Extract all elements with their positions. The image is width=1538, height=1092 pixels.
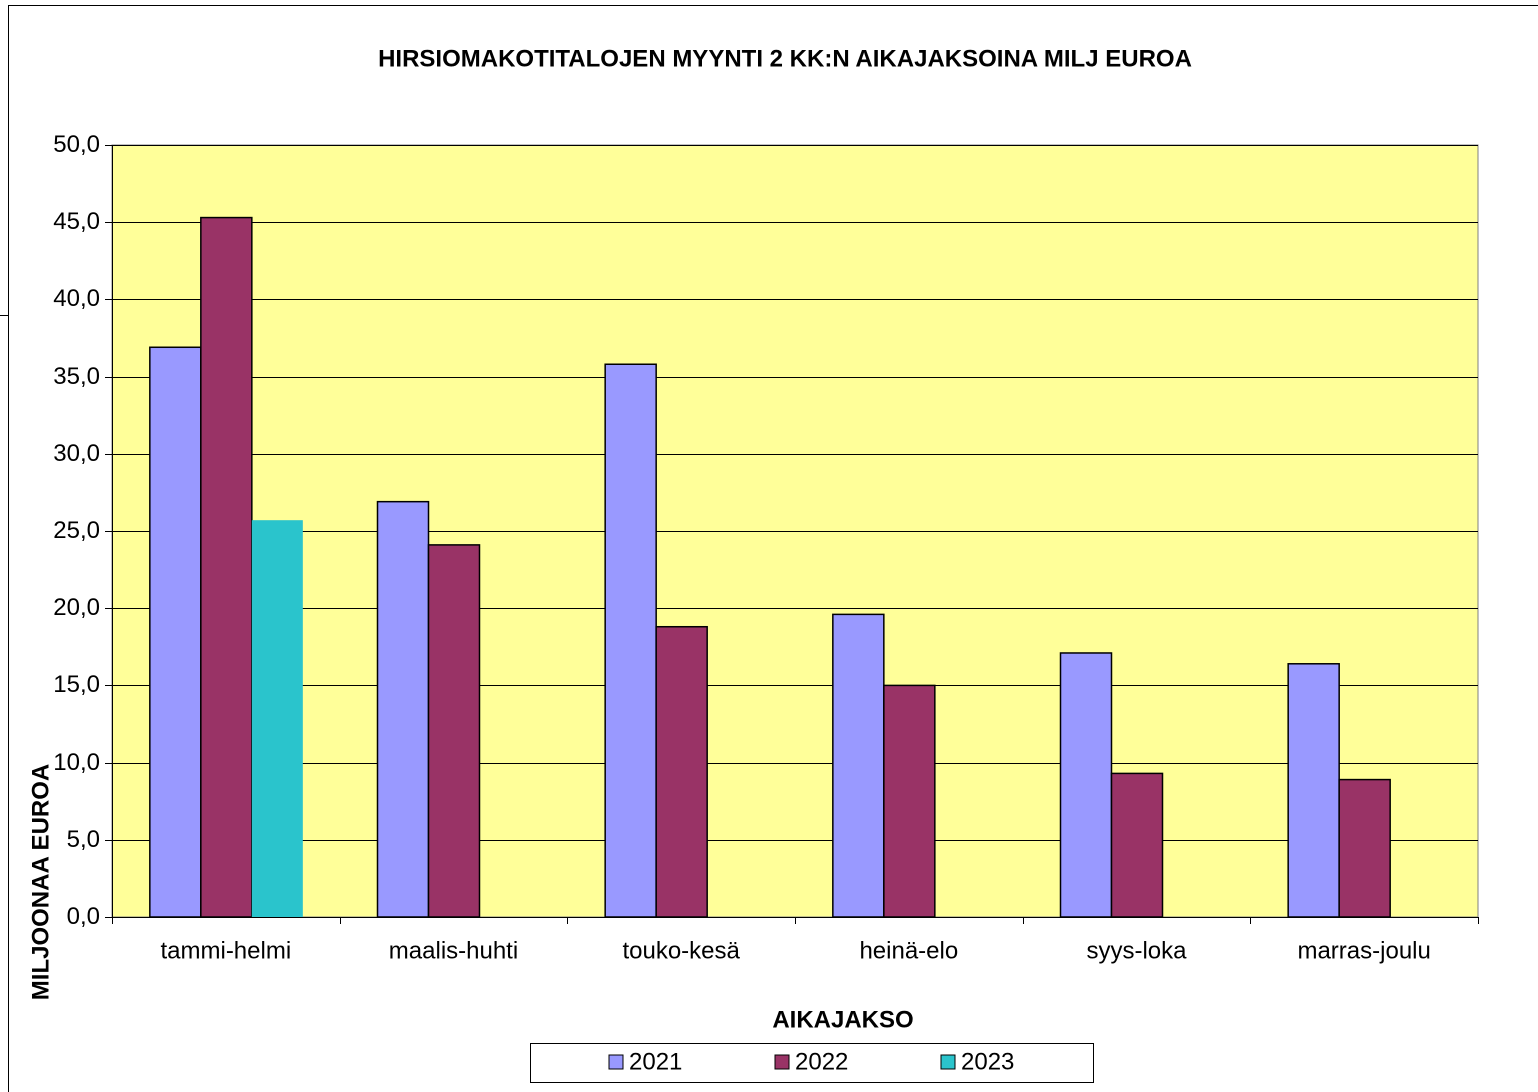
x-axis-title: AIKAJAKSO bbox=[772, 1006, 913, 1033]
y-tick-label: 40,0 bbox=[53, 285, 100, 312]
legend-swatch bbox=[774, 1054, 790, 1070]
y-tick-label: 30,0 bbox=[53, 440, 100, 467]
legend-label: 2022 bbox=[795, 1048, 848, 1075]
y-tick-label: 25,0 bbox=[53, 517, 100, 544]
legend-swatch bbox=[608, 1054, 624, 1070]
bar bbox=[376, 500, 430, 918]
y-tick-label: 10,0 bbox=[53, 749, 100, 776]
bar bbox=[427, 544, 481, 918]
y-tick-label: 35,0 bbox=[53, 363, 100, 390]
bar bbox=[1110, 772, 1164, 918]
bar bbox=[200, 216, 253, 918]
y-tick-label: 5,0 bbox=[67, 826, 100, 853]
legend-swatch bbox=[940, 1054, 956, 1070]
y-tick-label: 0,0 bbox=[67, 903, 100, 930]
legend-label: 2021 bbox=[629, 1048, 682, 1075]
x-tick-label: tammi-helmi bbox=[160, 937, 291, 964]
y-tick-label: 20,0 bbox=[53, 594, 100, 621]
x-tick-label: heinä-elo bbox=[859, 937, 958, 964]
x-tick-label: maalis-huhti bbox=[389, 937, 518, 964]
bar bbox=[1287, 663, 1340, 918]
bar bbox=[149, 346, 202, 918]
legend bbox=[530, 1043, 1094, 1083]
y-tick-label: 50,0 bbox=[53, 131, 100, 158]
y-axis-title: MILJOONAA EUROA bbox=[27, 764, 54, 1000]
x-tick-label: syys-loka bbox=[1086, 937, 1187, 964]
x-tick-label: marras-joulu bbox=[1297, 937, 1430, 964]
bar bbox=[251, 520, 303, 917]
x-tick-label: touko-kesä bbox=[622, 937, 740, 964]
bar bbox=[832, 613, 885, 918]
y-tick-label: 15,0 bbox=[53, 671, 100, 698]
legend-label: 2023 bbox=[961, 1048, 1014, 1075]
bar bbox=[883, 684, 936, 918]
y-tick-label: 45,0 bbox=[53, 208, 100, 235]
bar bbox=[655, 625, 708, 918]
chart-title: HIRSIOMAKOTITALOJEN MYYNTI 2 KK:N AIKAJA… bbox=[378, 45, 1192, 72]
bar bbox=[1059, 652, 1113, 918]
bar bbox=[604, 363, 657, 918]
bar bbox=[1338, 778, 1391, 918]
